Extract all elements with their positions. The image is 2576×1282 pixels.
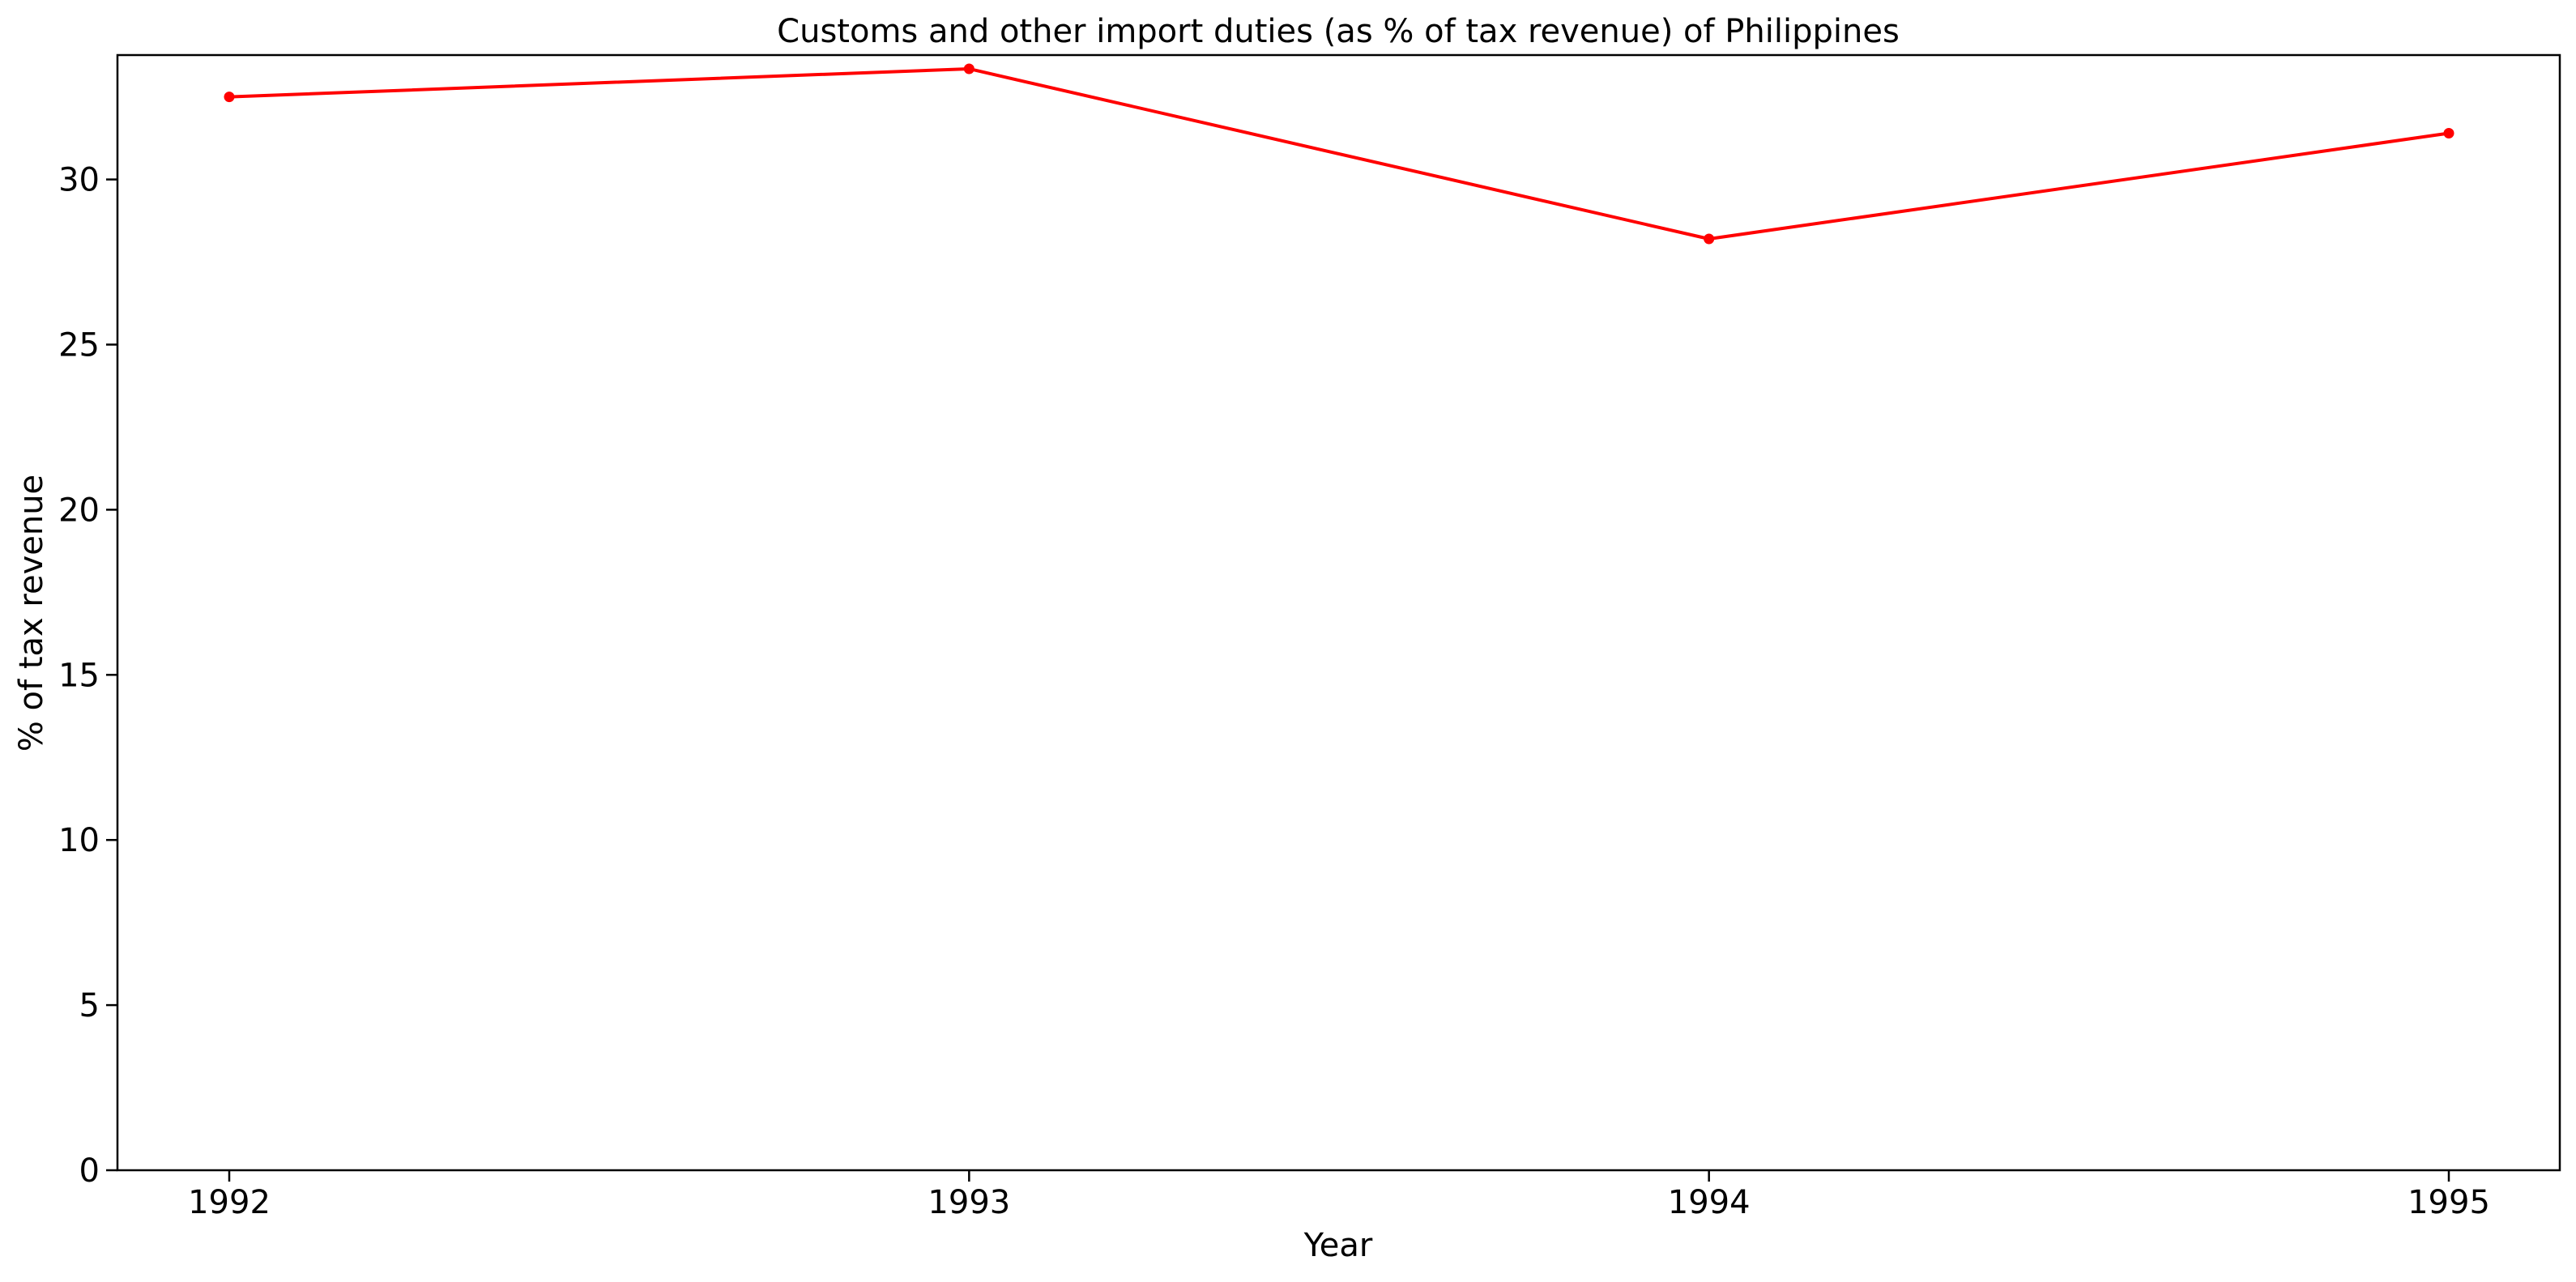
- y-tick-label: 20: [58, 492, 100, 529]
- data-point: [224, 92, 235, 103]
- data-point: [963, 63, 975, 75]
- x-tick-label: 1995: [2408, 1184, 2490, 1221]
- data-point: [1704, 233, 1715, 245]
- plot-frame: [116, 53, 2561, 1172]
- series-layer: [224, 63, 2454, 245]
- y-tick-label: 15: [58, 657, 100, 694]
- chart-title: Customs and other import duties (as % of…: [777, 13, 1900, 50]
- y-tick-label: 10: [58, 822, 100, 859]
- x-tick-label: 1994: [1668, 1184, 1751, 1221]
- x-tick-label: 1993: [928, 1184, 1010, 1221]
- y-tick-label: 25: [58, 327, 100, 364]
- x-axis-label: Year: [1303, 1227, 1373, 1264]
- series-line: [228, 66, 2450, 241]
- axis-ticks: 0 5 10 15 20 25 30 1992 1993 1994 1995: [58, 162, 2490, 1221]
- y-tick-label: 0: [79, 1152, 100, 1190]
- y-tick-label: 30: [58, 162, 100, 199]
- y-axis-label: % of tax revenue: [13, 475, 50, 752]
- y-tick-label: 5: [79, 987, 100, 1024]
- data-point: [2443, 128, 2454, 139]
- x-tick-label: 1992: [188, 1184, 271, 1221]
